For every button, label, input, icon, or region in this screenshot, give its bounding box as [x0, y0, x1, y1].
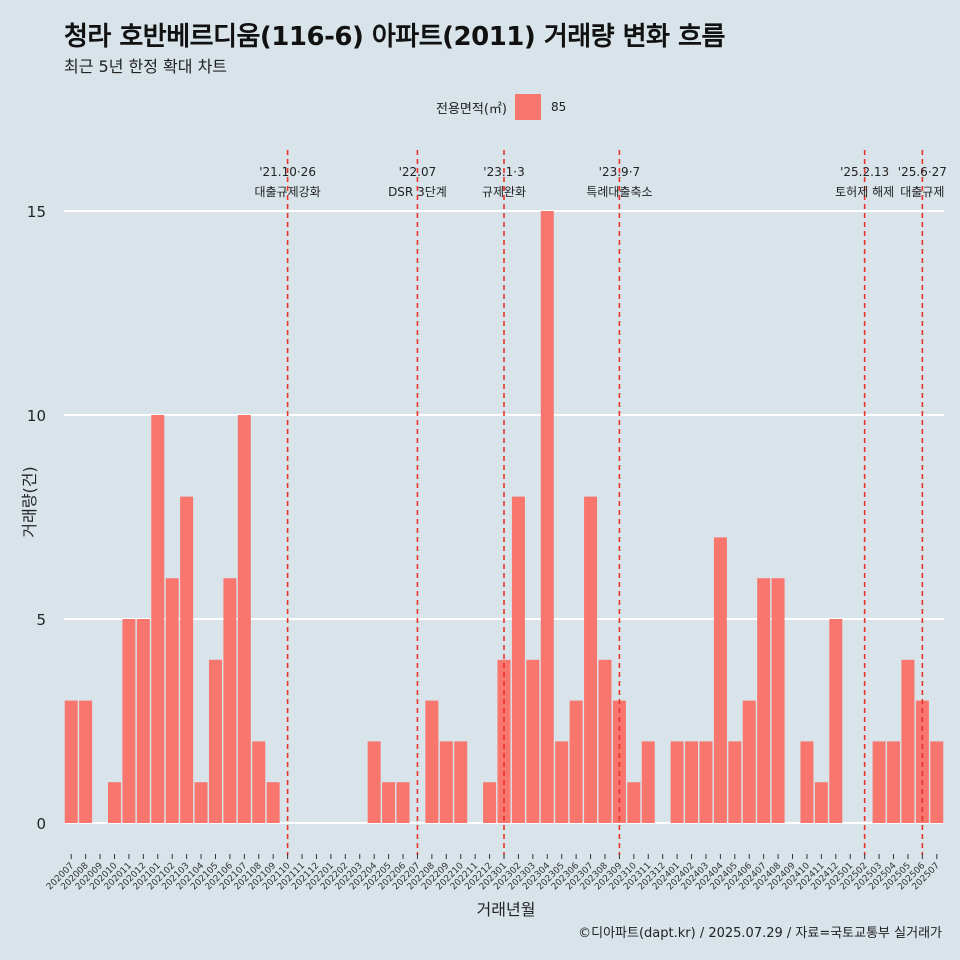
y-tick-label: 5 [36, 611, 46, 629]
bar [612, 700, 626, 823]
bar [454, 741, 468, 823]
bar [266, 782, 280, 823]
event-date: '25.2.13 [840, 165, 889, 179]
bar [713, 537, 727, 823]
bar [511, 496, 525, 823]
bar [641, 741, 655, 823]
bar [699, 741, 713, 823]
bar [79, 700, 93, 823]
bar [829, 619, 843, 823]
bar [151, 415, 165, 823]
bar [584, 496, 598, 823]
bar [555, 741, 569, 823]
bar [742, 700, 756, 823]
bar [425, 700, 439, 823]
source-caption: ©디아파트(dapt.kr) / 2025.07.29 / 자료=국토교통부 실… [578, 926, 942, 941]
bar [367, 741, 381, 823]
bar [569, 700, 583, 823]
bars [64, 211, 944, 823]
event-date: '23.1·3 [483, 165, 524, 179]
legend-label: 85 [550, 100, 567, 114]
bar [814, 782, 828, 823]
bar [396, 782, 410, 823]
bar [223, 578, 237, 823]
chart-title: 청라 호반베르디움(116-6) 아파트(2011) 거래량 변화 흐름 [64, 22, 725, 52]
y-tick-label: 0 [36, 815, 46, 833]
event-annotations: '21.10·26 대출규제강화 '22.07 DSR 3단계 '23.1·3 규제완화 '… [254, 165, 946, 199]
bar [800, 741, 814, 823]
bar [526, 659, 540, 823]
bar [122, 619, 136, 823]
event-date: '21.10·26 [259, 165, 316, 179]
bar [497, 659, 511, 823]
bar [598, 659, 612, 823]
event-label: 대출규제강화 [254, 185, 320, 199]
bar [872, 741, 886, 823]
event-label: 특례대출축소 [586, 185, 652, 199]
y-axis-title: 거래량(건) [20, 466, 39, 538]
event-date: '25.6·27 [898, 165, 947, 179]
bar [915, 700, 929, 823]
bar [930, 741, 944, 823]
bar [771, 578, 785, 823]
bar [165, 578, 179, 823]
event-lines [286, 150, 924, 855]
bar [540, 211, 554, 823]
bar [483, 782, 497, 823]
event-label: 대출규제 [900, 185, 944, 199]
legend-title: 전용면적(㎡) [436, 101, 507, 117]
bar [180, 496, 194, 823]
x-axis-ticks: 2020072020082020092020102020112020122021… [45, 854, 942, 892]
event-date: '22.07 [399, 165, 437, 179]
y-axis-ticks: 0 5 10 15 [27, 203, 46, 833]
bar [252, 741, 266, 823]
bar [237, 415, 251, 823]
bar [382, 782, 396, 823]
bar [757, 578, 771, 823]
legend: 전용면적(㎡) 85 [436, 93, 566, 121]
bar [439, 741, 453, 823]
chart-subtitle: 최근 5년 한정 확대 차트 [64, 57, 228, 76]
bar [627, 782, 641, 823]
event-label: 규제완화 [482, 185, 526, 199]
bar [887, 741, 900, 823]
y-tick-label: 10 [27, 407, 46, 425]
bar [194, 782, 208, 823]
legend-swatch [514, 94, 541, 120]
x-axis-title: 거래년월 [476, 900, 536, 919]
event-label: 토허제 해제 [835, 185, 894, 199]
event-date: '23.9·7 [599, 165, 640, 179]
bar [136, 619, 150, 823]
y-tick-label: 15 [27, 203, 46, 221]
bar [685, 741, 699, 823]
bar [901, 659, 915, 823]
bar [208, 659, 222, 823]
bar [728, 741, 742, 823]
event-label: DSR 3단계 [388, 185, 447, 199]
bar [64, 700, 78, 823]
bar [108, 782, 121, 823]
bar [670, 741, 684, 823]
